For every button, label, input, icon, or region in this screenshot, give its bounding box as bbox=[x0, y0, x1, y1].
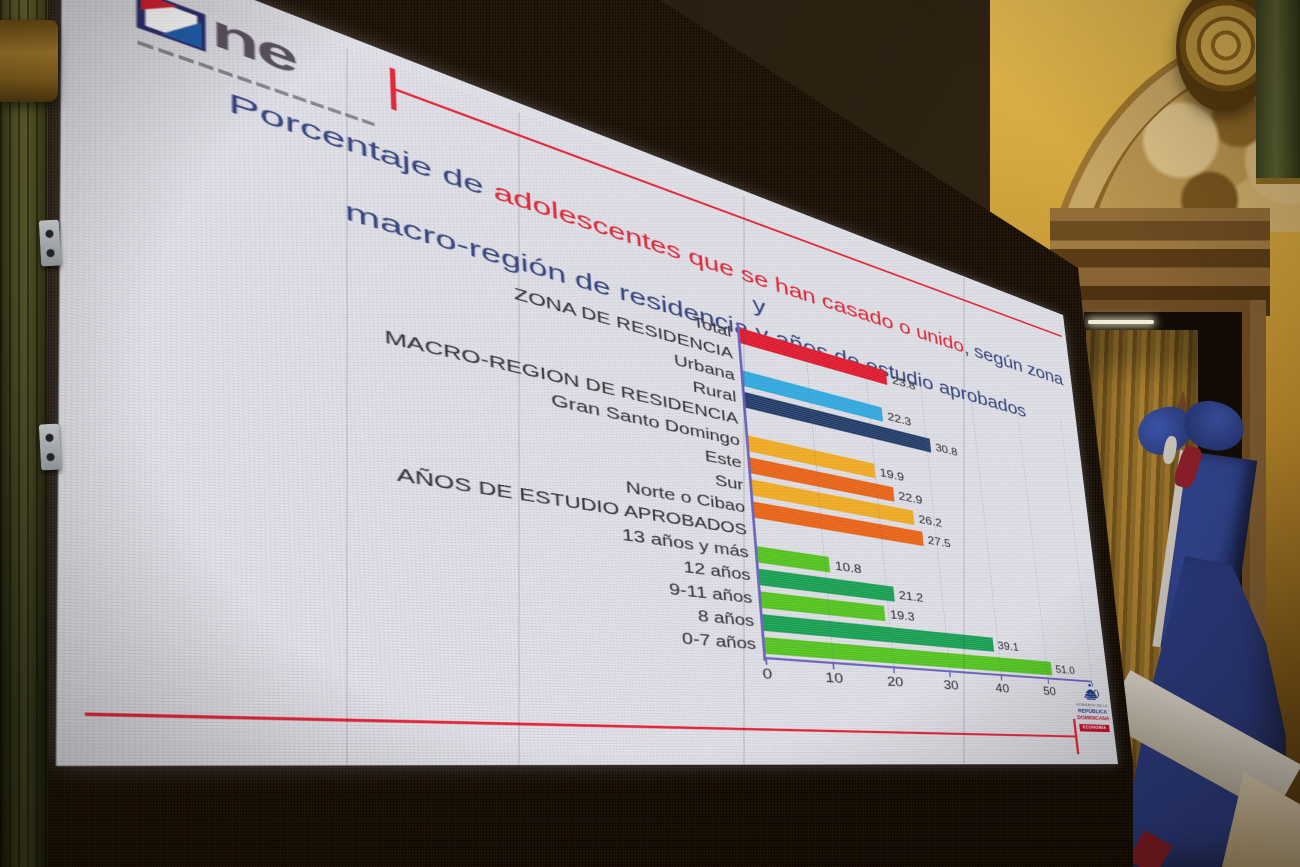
value-label: 10.8 bbox=[834, 559, 863, 577]
axis-tick bbox=[832, 664, 835, 670]
axis-tick-label: 50 bbox=[1042, 684, 1057, 699]
axis-tick-label: 40 bbox=[994, 681, 1010, 696]
capitol-dome-icon bbox=[1082, 684, 1100, 702]
gov-logo-badge: ECONOMÍA bbox=[1079, 723, 1110, 733]
marble-column-right bbox=[1256, 0, 1300, 184]
value-label: 22.9 bbox=[897, 489, 923, 507]
axis-tick-label: 20 bbox=[886, 674, 905, 690]
axis-tick-label: 0 bbox=[761, 665, 773, 683]
value-label: 39.1 bbox=[997, 639, 1020, 654]
value-label: 21.2 bbox=[898, 588, 924, 605]
value-label: 27.5 bbox=[927, 533, 952, 551]
axis-tick bbox=[1047, 679, 1050, 684]
value-label: 51.0 bbox=[1054, 663, 1076, 677]
screen-mount-bracket bbox=[38, 219, 62, 267]
value-label: 26.2 bbox=[918, 512, 943, 530]
axis-tick bbox=[765, 659, 768, 665]
screen-mount-bracket bbox=[38, 423, 62, 471]
presentation-slide: ne Porcentaje de adolescentes que se han… bbox=[55, 0, 1119, 766]
marble-column-left bbox=[0, 0, 48, 867]
value-label: 19.3 bbox=[889, 607, 916, 624]
light-tube bbox=[1088, 320, 1154, 324]
axis-tick bbox=[949, 672, 951, 678]
gobierno-logo: GOBIERNO DE LA REPÚBLICA DOMINICANA ECON… bbox=[1071, 683, 1113, 733]
axis-tick bbox=[893, 668, 896, 674]
red-rule-bottom bbox=[84, 712, 1077, 738]
gov-logo-line3: DOMINICANA bbox=[1076, 713, 1110, 722]
column-capital-left bbox=[0, 20, 58, 102]
one-square-icon bbox=[134, 0, 208, 59]
axis-tick-label: 10 bbox=[824, 670, 844, 687]
door-lintel-molding bbox=[1050, 208, 1270, 316]
one-logo: ne bbox=[134, 0, 396, 147]
axis-tick bbox=[1000, 675, 1003, 681]
axis-tick-label: 30 bbox=[943, 677, 960, 694]
